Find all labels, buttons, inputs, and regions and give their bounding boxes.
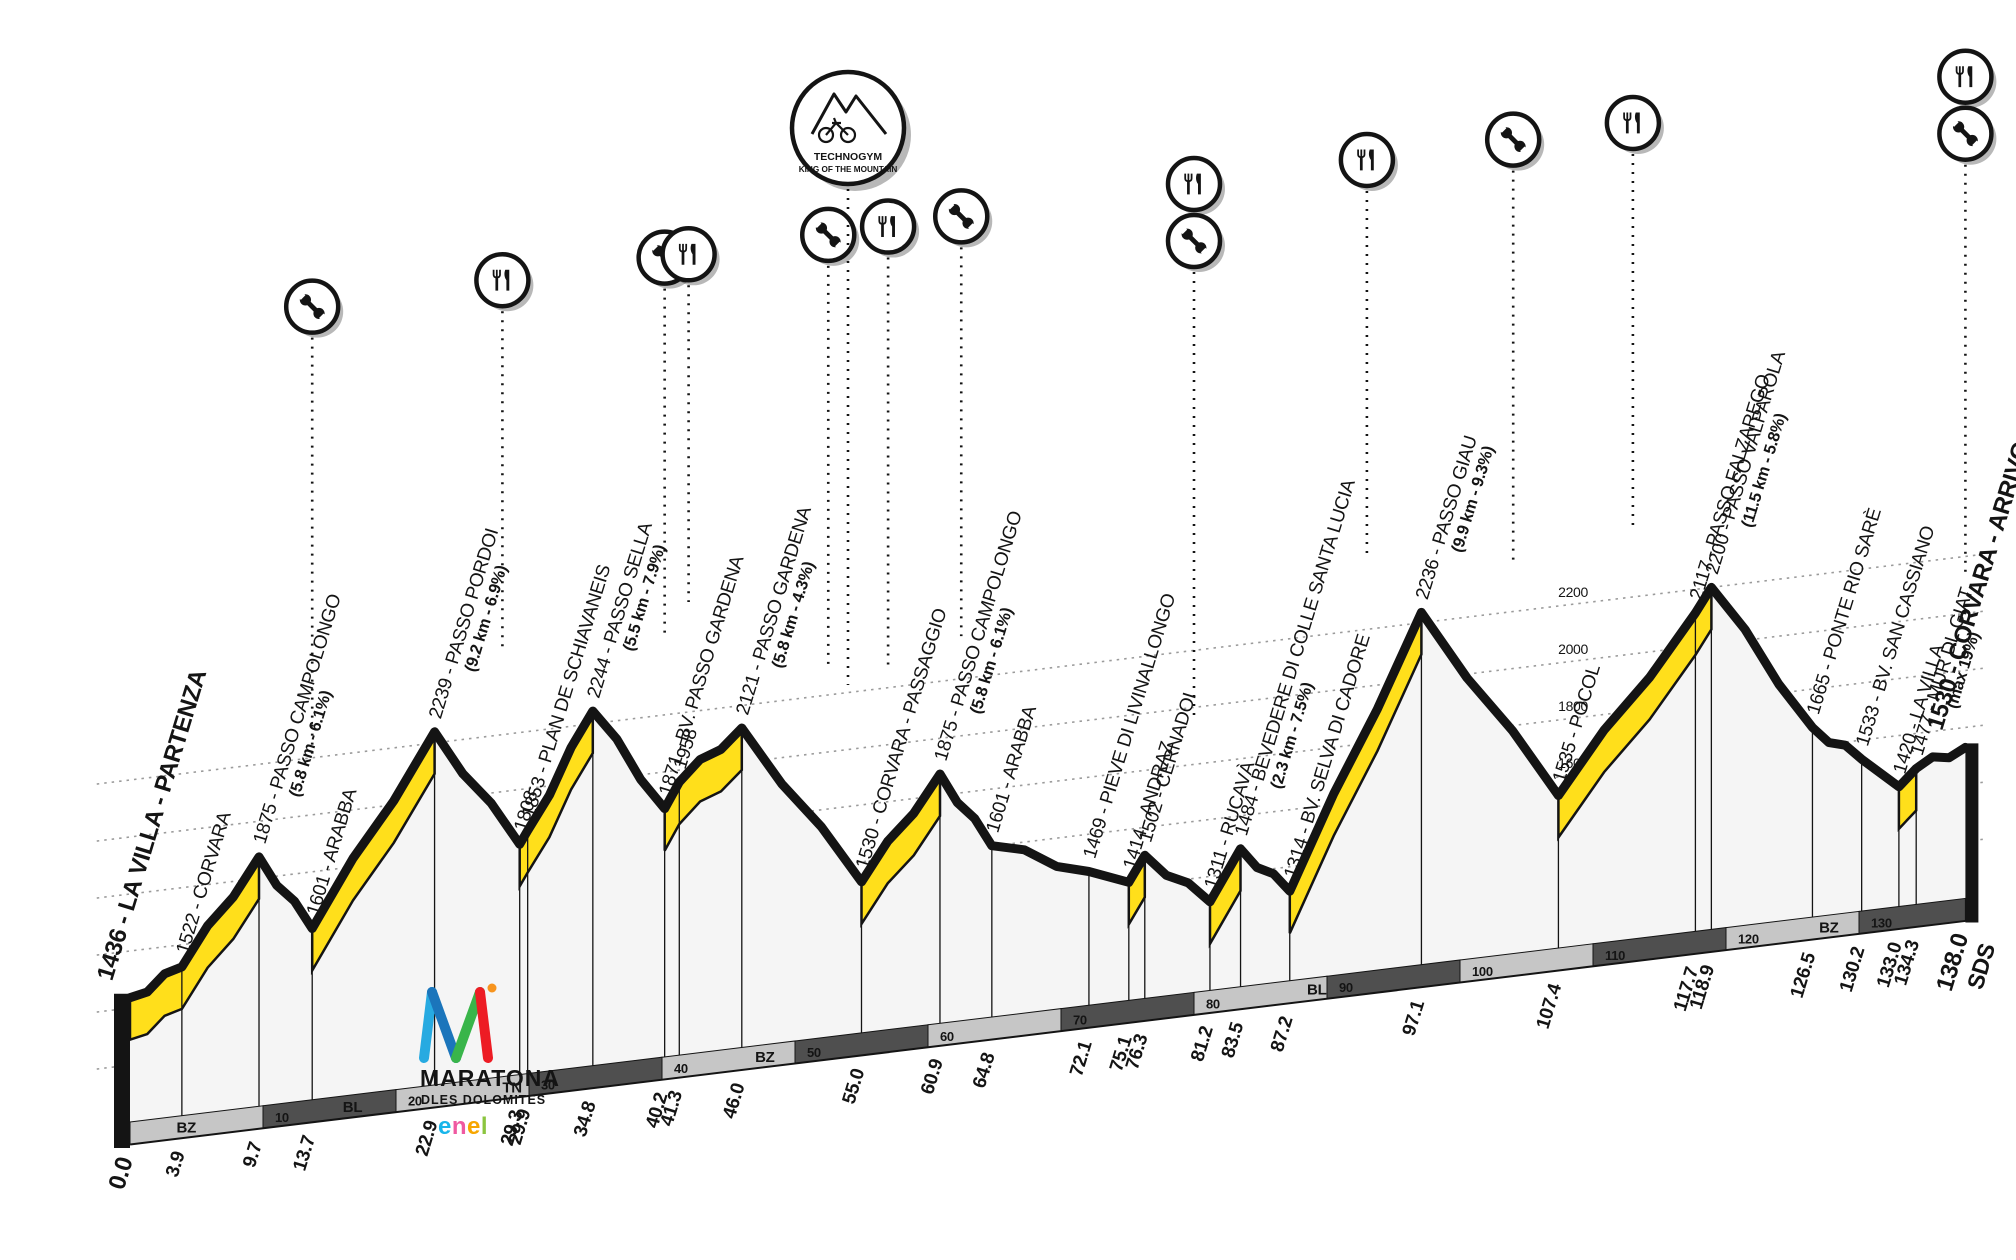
station [660,226,720,602]
province-label: BL [343,1099,363,1116]
kom-title: KING OF THE MOUNTAIN [799,165,898,174]
waypoint-label: 1469 - PIEVE DI LIVINALLONGO [1080,591,1181,861]
logo-sponsor-letter: e [467,1113,481,1140]
refreshment-circle [474,251,531,309]
station [1165,155,1225,718]
profile [114,582,1979,1148]
province-label: BZ [177,1119,197,1136]
waypoint-label: 1601 - ARABBA [983,703,1042,835]
distance-label: 9.7 [239,1140,267,1171]
distance-label: 107.4 [1533,981,1567,1032]
station [1484,111,1545,562]
logo-m-stroke [451,987,485,1063]
km-tick: 60 [940,1029,954,1044]
station [283,278,344,759]
km-tick: 30 [541,1077,555,1092]
km-tick: 80 [1206,996,1220,1011]
cyclist-icon [817,117,857,144]
province-label: BZ [755,1049,775,1066]
province-label: BL [1307,982,1327,999]
distance-label: 130.2 [1836,944,1870,994]
stations [283,48,1997,759]
km-tick: 70 [1073,1013,1087,1028]
waypoint-label: 2121 - PASSO GARDENA(5.8 km - 4.3%) [732,504,833,723]
km-tick: 90 [1339,980,1353,995]
refreshment-circle [1338,131,1396,189]
logo-m-accent [487,983,497,993]
distance-label: 13.7 [289,1133,320,1173]
axis-band-segment [1858,897,1966,934]
distance-label: 81.2 [1187,1024,1218,1064]
elevation-gridline [96,553,1987,785]
axis-band: 10 20 30 40 50 60 70 80 90 100 110 120 130 BZ BL TN BZ BL… [129,897,1966,1145]
logo-sponsor: enel [438,1113,488,1140]
refreshment-circle [1604,94,1662,152]
elevation-gridline-label: 1800 [1558,698,1588,714]
waypoint-label: 1530 - CORVARA - ARRIVO [1922,439,2016,734]
elevation-gridline-label: 2200 [1558,584,1588,600]
waypoint-label-text: 1502 - CERNADOI [1135,690,1200,844]
waypoint-label-text: 2200 - PASSO VALPAROLA [1702,348,1790,577]
distance-label: 0.0 [103,1154,138,1193]
distance-label: 72.1 [1066,1038,1097,1079]
logo-subtitle: DLES DOLOMITES [421,1093,546,1107]
refreshment-circle [1937,48,1994,105]
waypoint-label-text: 1530 - CORVARA - ARRIVO [1922,439,2016,734]
km-tick: 100 [1472,964,1493,979]
distance-label: 34.8 [570,1099,601,1139]
logo-m-stroke [475,987,493,1063]
logo-sponsor-letter: l [481,1113,488,1140]
station [1604,94,1664,527]
distance-label: 46.0 [719,1081,750,1121]
province-label: TN [502,1080,521,1097]
refreshment-circle [1165,155,1223,213]
waypoint-label: 2239 - PASSO PORDOI(9.2 km - 6.9%) [425,526,520,727]
kom-sponsor: TECHNOGYM [814,151,883,163]
logo-title: MARATONA [420,1065,560,1091]
kom-badge: TECHNOGYM KING OF THE MOUNTAIN [789,69,911,685]
waypoint-label: 1502 - CERNADOI [1135,690,1200,844]
km-tick: 110 [1605,948,1625,963]
distance-label: 87.2 [1267,1014,1298,1054]
waypoint-label-text: 1875 - PASSO CAMPOLONGO [931,509,1027,764]
elevation-gridline-label: 2000 [1558,641,1588,657]
km-tick: 20 [408,1094,422,1109]
profile-outline [125,582,1970,1003]
profile-area [130,587,1966,1122]
logo-m-stroke [427,987,461,1063]
mountain-icon [810,92,888,135]
refreshment-circle [859,198,917,255]
station [800,206,860,667]
distance-label: 3.9 [162,1149,190,1180]
province-label: BZ [1819,919,1839,936]
distance-label: 64.8 [969,1050,1000,1090]
station [474,251,534,650]
distance-label: 97.1 [1399,997,1430,1038]
distance-label: 126.5 [1787,950,1821,1001]
station [933,188,993,637]
station [859,198,920,671]
distance-label: 83.5 [1218,1019,1249,1060]
logo-m-stroke [419,987,437,1063]
waypoint-label-text: 1469 - PIEVE DI LIVINALLONGO [1080,591,1181,861]
km-tick: 130 [1871,915,1892,930]
waypoint-label: 2236 - PASSO GIAU(9.9 km - 9.3%) [1412,433,1499,607]
logo-sponsor-letter: n [452,1113,467,1140]
logo-sponsor-letter: e [438,1113,452,1140]
station [1937,48,1997,578]
km-tick: 40 [674,1061,688,1076]
km-tick: 10 [275,1110,289,1125]
km-tick: 50 [807,1045,821,1060]
distance-label: 55.0 [839,1066,870,1106]
waypoint-label-text: 1601 - ARABBA [983,703,1042,835]
station [1338,131,1398,560]
distance-label: 60.9 [917,1057,948,1097]
waypoint-label-text: 1875 - PASSO CAMPOLONGO [250,592,346,847]
refreshment-circle [660,226,717,283]
km-tick: 120 [1738,932,1759,947]
